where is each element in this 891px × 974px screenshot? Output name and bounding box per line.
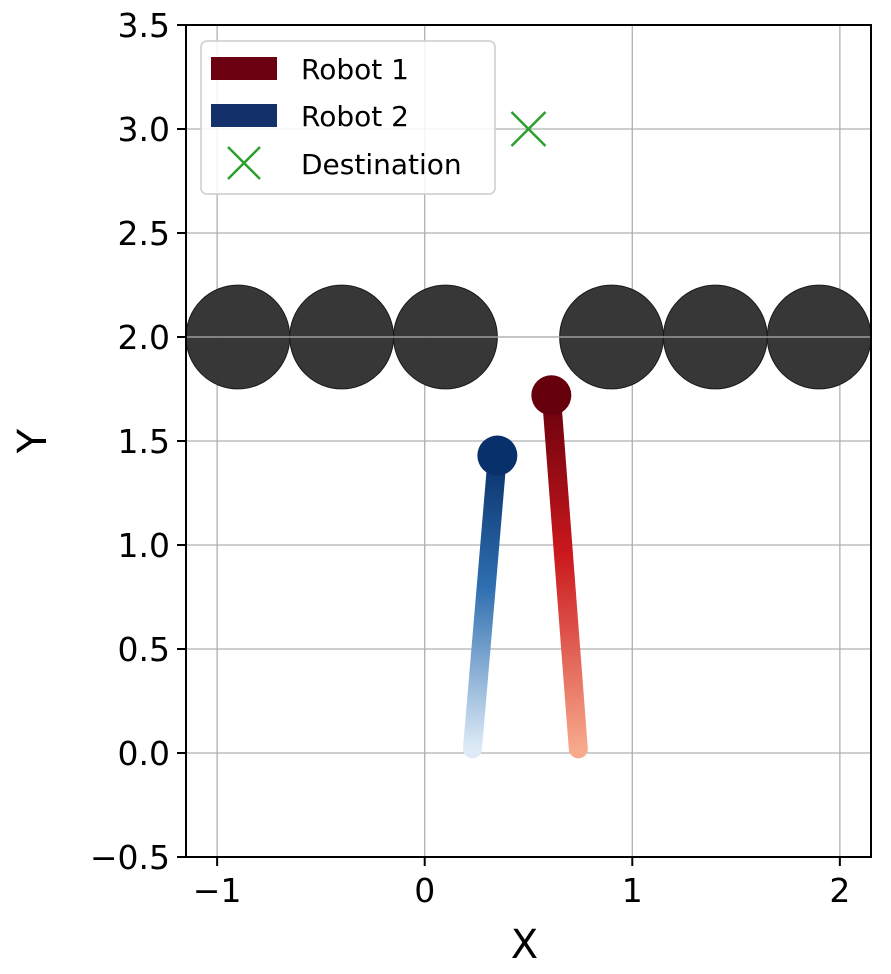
destination-stroke-b (510, 111, 547, 147)
y-tick-label: 1.5 (118, 422, 170, 461)
y-tick-label: 0.5 (118, 630, 170, 669)
axes: −1 0 1 2 −0.5 0.0 0.5 1.0 1.5 2.0 2.5 3.0 3.5 X Y (10, 6, 872, 968)
robot-position-marker-1 (531, 375, 572, 416)
y-tick-label: 0.0 (118, 734, 170, 773)
x-tick-label: 0 (414, 871, 435, 910)
x-tick-label: 1 (622, 871, 643, 910)
series (462, 111, 588, 759)
y-tick-label: 3.5 (118, 6, 170, 45)
y-tick-label: −0.5 (90, 838, 170, 877)
destination-marker (510, 111, 547, 147)
x-tick-label: 2 (829, 871, 850, 910)
legend-label: Robot 1 (301, 53, 409, 86)
y-tick-label: 3.0 (118, 110, 170, 149)
trajectory-line-1 (541, 385, 588, 759)
trajectory-line-2 (462, 446, 507, 759)
obstacles (186, 284, 871, 390)
legend-swatch-2 (211, 104, 277, 127)
legend: Robot 1 Robot 2 Destination (200, 40, 496, 195)
y-tick-label: 2.0 (118, 318, 170, 357)
legend-swatch-1 (211, 57, 277, 80)
legend-label: Destination (301, 148, 462, 181)
x-tick-label: −1 (193, 871, 242, 910)
legend-destination-stroke-b (227, 146, 261, 180)
y-tick-label: 2.5 (118, 214, 170, 253)
x-axis-label: X (511, 922, 538, 968)
robot-position-marker-2 (477, 435, 518, 476)
y-axis-label: Y (10, 428, 56, 454)
y-tick-label: 1.0 (118, 526, 170, 565)
legend-label: Robot 2 (301, 100, 409, 133)
